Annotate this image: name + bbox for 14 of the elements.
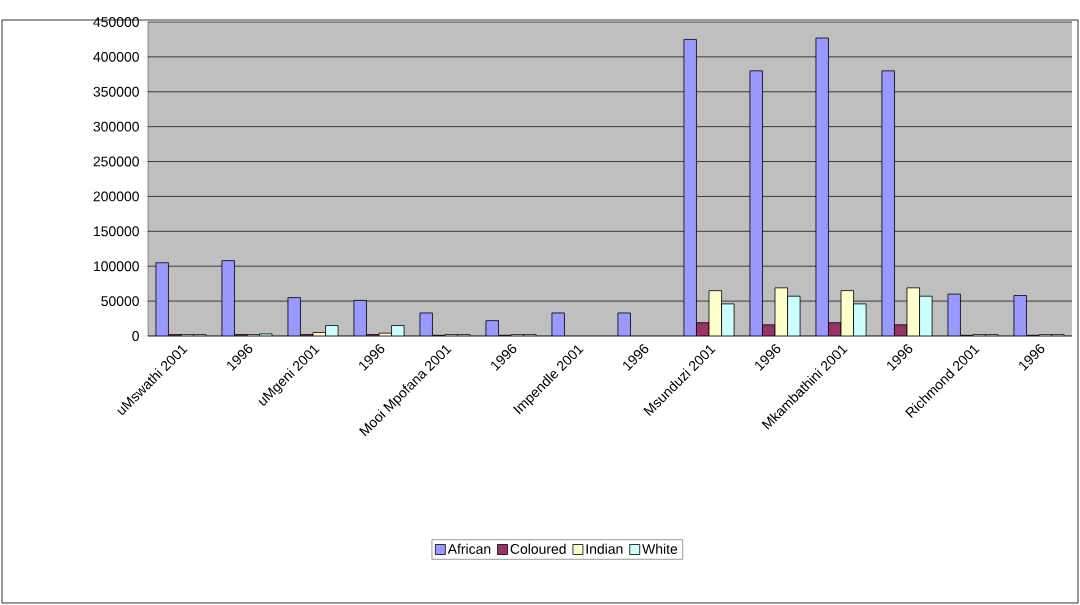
y-tick-label: 400000	[93, 51, 139, 62]
y-tick-label: 300000	[93, 121, 139, 132]
y-tick-label: 200000	[93, 191, 139, 202]
y-tick-label: 0	[132, 331, 139, 341]
legend-label: Indian	[586, 543, 623, 554]
y-tick-label: 50000	[101, 296, 139, 307]
legend-label: African	[447, 543, 491, 554]
y-tick-label: 150000	[94, 226, 139, 237]
y-tick-label: 450000	[93, 17, 139, 27]
y-tick-label: 100000	[94, 261, 139, 272]
y-tick-label: 350000	[93, 86, 139, 97]
legend-label: White	[642, 543, 678, 554]
y-tick-label: 250000	[93, 156, 139, 167]
legend-label: Coloured	[510, 543, 566, 554]
